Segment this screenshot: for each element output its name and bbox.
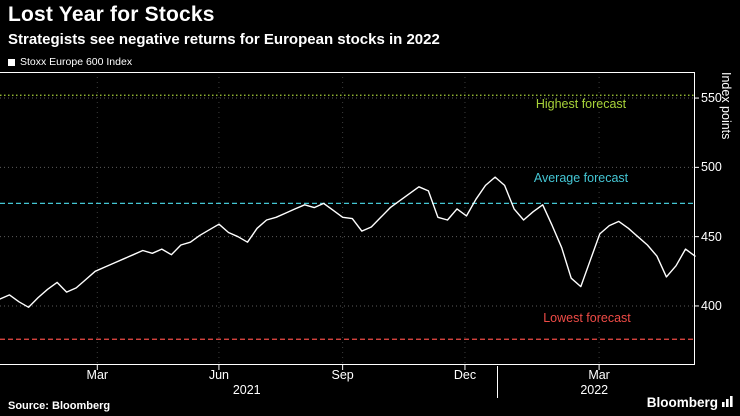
y-tick-label: 400 — [701, 298, 722, 313]
page-title: Lost Year for Stocks — [8, 3, 215, 26]
x-tick-label: Sep — [331, 368, 354, 382]
x-tick-label: Mar — [86, 368, 109, 382]
chart-svg — [0, 72, 699, 370]
x-tick-label: Mar — [588, 368, 610, 382]
year-label: 2022 — [580, 383, 609, 397]
year-label: 2021 — [232, 383, 261, 397]
legend: Stoxx Europe 600 Index — [8, 56, 132, 68]
source-credit: Source: Bloomberg — [8, 400, 111, 412]
bloomberg-logo: Bloomberg — [647, 395, 733, 410]
legend-swatch-icon — [8, 58, 15, 66]
y-tick-label: 500 — [701, 160, 722, 175]
year-divider-line — [497, 366, 498, 398]
x-tick-label: Jun — [208, 368, 229, 382]
bloomberg-chart-icon — [722, 395, 733, 410]
legend-label: Stoxx Europe 600 Index — [20, 56, 133, 68]
annotation-lowest-forecast: Lowest forecast — [543, 311, 631, 325]
bloomberg-logo-text: Bloomberg — [646, 395, 718, 410]
y-tick-label: 550 — [701, 91, 722, 106]
y-axis-unit-label: Index points — [719, 72, 733, 140]
y-tick-label: 450 — [701, 229, 722, 244]
annotation-highest-forecast: Highest forecast — [535, 97, 627, 111]
x-tick-label: Dec — [453, 368, 477, 382]
page-subtitle: Strategists see negative returns for Eur… — [8, 31, 440, 48]
annotation-average-forecast: Average forecast — [533, 171, 629, 185]
